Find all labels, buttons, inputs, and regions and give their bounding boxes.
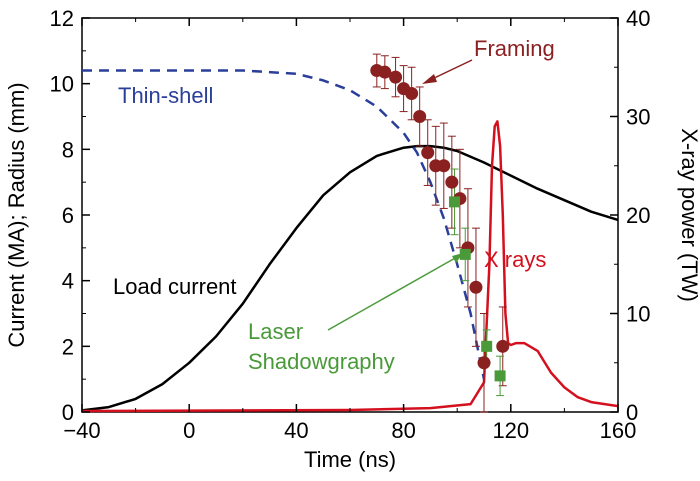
right-y-tick-label: 30 — [626, 105, 650, 130]
framing-label: Framing — [474, 36, 555, 61]
framing-point — [378, 65, 392, 79]
right-axis-title: X-ray power (TW) — [677, 128, 700, 302]
marker-layer — [370, 53, 510, 413]
framing-arrow — [427, 59, 473, 82]
framing-point — [413, 110, 427, 123]
x-axis-title: Time (ns) — [304, 447, 396, 472]
framing-point — [496, 339, 510, 353]
laser-label-line1: Laser — [248, 319, 303, 344]
framing-point — [389, 70, 403, 84]
left-y-tick-label: 6 — [62, 203, 74, 228]
xrays-label: X rays — [484, 247, 546, 272]
x-tick-label: 40 — [284, 418, 308, 443]
laser-point — [449, 196, 461, 208]
framing-point — [477, 356, 491, 370]
x-tick-label: 120 — [492, 418, 529, 443]
right-y-tick-label: 0 — [626, 400, 638, 425]
thin-shell-label: Thin-shell — [118, 83, 213, 108]
x-tick-label: 0 — [183, 418, 195, 443]
framing-point — [437, 159, 451, 173]
x-tick-label: −40 — [63, 418, 100, 443]
laser-arrow — [327, 256, 458, 331]
laser-point — [481, 340, 493, 352]
framing-point — [421, 146, 435, 160]
left-y-tick-label: 4 — [62, 269, 74, 294]
left-y-tick-label: 0 — [62, 400, 74, 425]
framing-arrowhead — [422, 74, 437, 84]
left-y-tick-label: 10 — [50, 72, 74, 97]
x-tick-label: 80 — [391, 418, 415, 443]
left-y-tick-label: 8 — [62, 137, 74, 162]
left-axis-title: Current (MA); Radius (mm) — [4, 82, 29, 347]
framing-point — [469, 280, 483, 294]
laser-label-line2: Shadowgraphy — [248, 349, 395, 374]
framing-point — [445, 175, 459, 189]
right-y-tick-label: 20 — [626, 203, 650, 228]
framing-point — [405, 87, 419, 101]
x-tick-label: 160 — [600, 418, 637, 443]
load-current-line — [81, 144, 619, 412]
xray-power-line — [81, 120, 619, 413]
series-layer — [81, 69, 619, 413]
laser-point — [494, 370, 506, 382]
left-y-tick-label: 12 — [50, 6, 74, 31]
load-current-label: Load current — [113, 274, 237, 299]
thin-shell-line — [82, 69, 486, 380]
right-y-tick-label: 40 — [626, 6, 650, 31]
laser-arrowhead — [452, 253, 463, 263]
left-y-tick-label: 2 — [62, 334, 74, 359]
right-y-tick-label: 10 — [626, 302, 650, 327]
laser-point — [459, 248, 471, 260]
